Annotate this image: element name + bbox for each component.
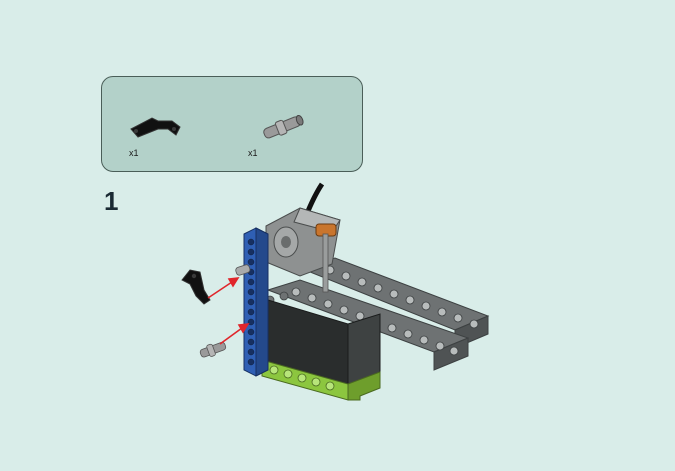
assembly-arrow-lower (219, 323, 250, 345)
connector-pin-part-icon (263, 115, 304, 139)
parts-list-box: x1 x1 (101, 76, 363, 172)
inserted-pin (235, 264, 251, 276)
dark-base-block (267, 299, 381, 387)
assembly-arrow-upper (207, 277, 240, 299)
lime-green-brick (261, 359, 381, 401)
orange-axle-part (315, 223, 337, 293)
step-number: 1 (104, 186, 119, 216)
connector-pin-quantity: x1 (248, 148, 258, 158)
angled-beam-part-icon (130, 117, 181, 138)
angled-beam-quantity: x1 (129, 148, 139, 158)
loose-connector-pin (199, 341, 227, 358)
blue-vertical-beam (243, 227, 269, 377)
loose-angled-beam (181, 269, 211, 305)
gray-beam-upper (298, 257, 490, 349)
